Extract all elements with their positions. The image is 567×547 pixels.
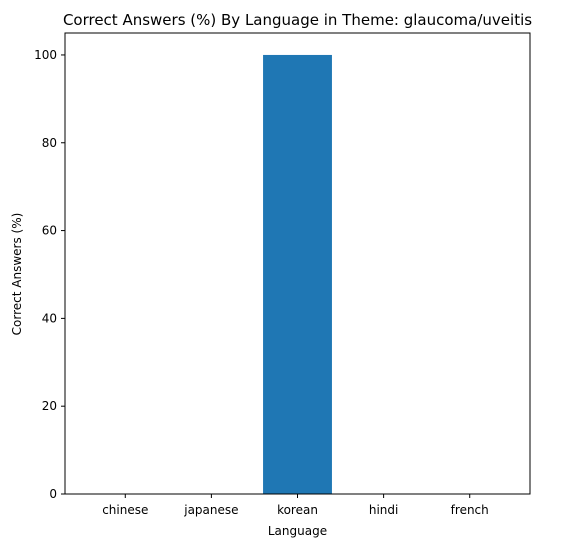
- plot-area: chinese japanese korean hindi french 0 20 40 60 8…: [34, 32, 531, 517]
- x-tick-label-korean: korean: [277, 503, 318, 517]
- x-tick-label-chinese: chinese: [102, 503, 148, 517]
- y-tick-label: 100: [34, 48, 57, 62]
- y-tick-label: 40: [42, 311, 57, 325]
- y-axis-label: Correct Answers (%): [10, 213, 24, 336]
- y-tick-label: 20: [42, 399, 57, 413]
- y-tick-label: 60: [42, 224, 57, 238]
- y-tick-label: 80: [42, 136, 57, 150]
- chart-title: Correct Answers (%) By Language in Theme…: [63, 11, 532, 29]
- x-axis-label: Language: [268, 524, 327, 538]
- bar-korean: [263, 54, 332, 494]
- x-tick-label-hindi: hindi: [369, 503, 399, 517]
- x-tick-label-japanese: japanese: [183, 503, 238, 517]
- x-tick-label-french: french: [451, 503, 489, 517]
- y-tick-label: 0: [49, 487, 57, 501]
